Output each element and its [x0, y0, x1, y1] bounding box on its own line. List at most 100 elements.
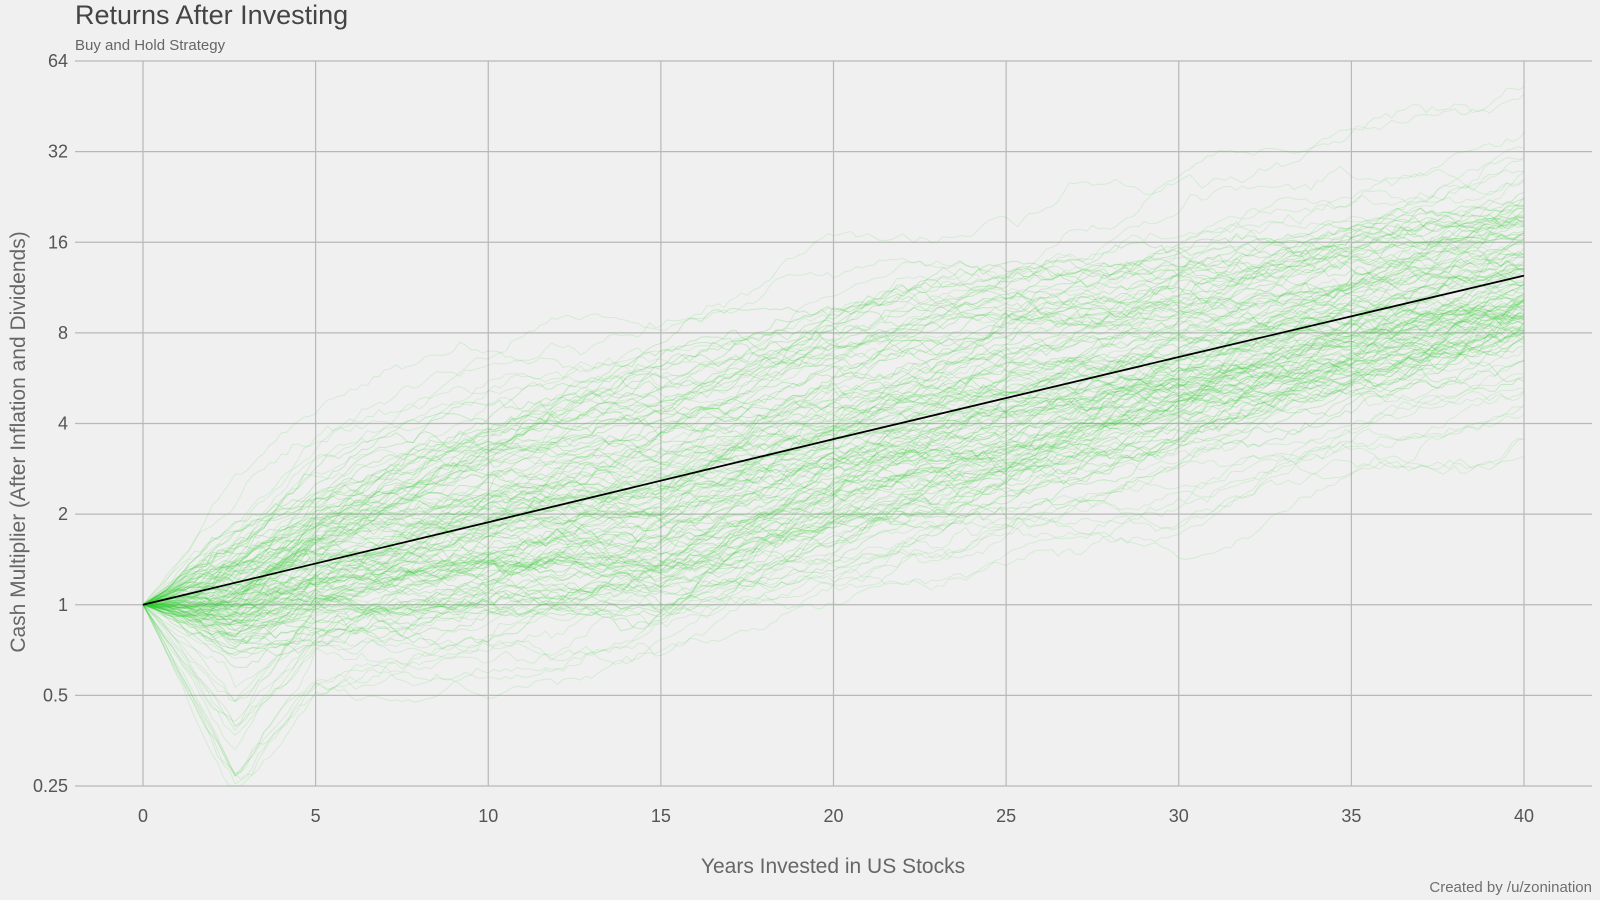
series-path [142, 315, 1525, 649]
series-path [142, 237, 1525, 615]
series-path [142, 267, 1525, 611]
series-path [142, 359, 1525, 632]
series-path [142, 295, 1525, 616]
series-path [142, 283, 1525, 610]
x-axis-ticks: 0 5 10 15 20 25 30 35 40 [138, 806, 1534, 826]
series-path [142, 280, 1525, 631]
series-path [142, 249, 1525, 606]
series-path [142, 236, 1525, 606]
series-path [142, 207, 1525, 613]
series-path [142, 299, 1525, 703]
series-path [142, 360, 1525, 727]
series-paths [142, 86, 1525, 787]
series-path [142, 309, 1525, 627]
series-path [143, 335, 1525, 641]
series-path [142, 332, 1525, 637]
series-path [142, 191, 1525, 606]
series-path [142, 268, 1525, 607]
series-path [142, 318, 1525, 633]
series-path [142, 289, 1525, 610]
series-path [142, 198, 1525, 606]
series-path [142, 197, 1525, 606]
x-tick-label: 20 [823, 806, 843, 826]
series-path [142, 238, 1525, 606]
trend-line-path [142, 274, 1525, 606]
series-path [142, 301, 1525, 608]
series-path [142, 247, 1525, 606]
y-tick-label: 0.5 [43, 685, 68, 705]
y-axis-label: Cash Multiplier (After Inflation and Div… [7, 231, 30, 652]
series-path [142, 326, 1525, 688]
x-tick-label: 10 [478, 806, 498, 826]
series-path [142, 156, 1525, 606]
y-tick-label: 16 [48, 232, 68, 252]
series-path [142, 314, 1525, 606]
series-path [142, 209, 1525, 606]
series-path [142, 292, 1525, 607]
x-tick-label: 30 [1169, 806, 1189, 826]
series-path [142, 233, 1525, 606]
series-path [142, 268, 1525, 609]
series-path [142, 264, 1525, 618]
series-path [142, 387, 1525, 751]
series-path [142, 318, 1525, 622]
series-path [142, 310, 1525, 612]
series-path [142, 232, 1525, 606]
series-path [142, 299, 1525, 606]
series-path [142, 277, 1525, 606]
series-path [142, 403, 1525, 787]
series-path [142, 324, 1525, 618]
chart-subtitle: Buy and Hold Strategy [75, 37, 226, 54]
series-path [142, 215, 1525, 606]
series-path [142, 274, 1525, 648]
series-path [142, 347, 1525, 702]
series-path [142, 300, 1525, 619]
series-path [142, 314, 1525, 627]
y-tick-label: 64 [48, 51, 68, 71]
x-axis-label: Years Invested in US Stocks [701, 855, 965, 878]
series-path [142, 255, 1525, 606]
series-path [142, 132, 1525, 606]
y-tick-label: 4 [58, 414, 68, 434]
y-tick-label: 2 [58, 504, 68, 524]
series-path [142, 333, 1525, 655]
series-path [142, 278, 1525, 637]
series-path [142, 312, 1525, 625]
series-path [142, 254, 1525, 606]
series-path [142, 437, 1525, 785]
series-path [142, 309, 1525, 611]
series-path [142, 314, 1525, 732]
series-path [142, 295, 1525, 647]
series-path [142, 303, 1525, 608]
series-path [142, 282, 1525, 614]
y-tick-label: 0.25 [33, 776, 68, 796]
chart-title: Returns After Investing [75, 0, 349, 30]
chart-caption: Created by /u/zonination [1429, 879, 1592, 896]
series-path [142, 230, 1525, 606]
series-path [142, 211, 1525, 606]
series-path [142, 292, 1525, 606]
x-tick-label: 0 [138, 806, 148, 826]
series-path [142, 168, 1525, 606]
series-path [142, 352, 1525, 668]
series-path [142, 316, 1525, 625]
series-path [142, 295, 1525, 617]
series-path [142, 157, 1525, 606]
series-path [142, 210, 1525, 613]
series-path [142, 204, 1525, 606]
series-path [142, 300, 1525, 627]
x-tick-label: 15 [651, 806, 671, 826]
series-path [142, 223, 1525, 606]
series-path [142, 207, 1525, 606]
series-path [142, 271, 1525, 606]
series-path [142, 390, 1525, 777]
series-path [142, 321, 1525, 660]
series-path [142, 178, 1525, 606]
series-path [142, 391, 1525, 728]
series-path [142, 320, 1525, 619]
series-path [142, 325, 1525, 623]
series-path [142, 323, 1525, 645]
series-path [142, 86, 1525, 606]
y-tick-label: 1 [58, 595, 68, 615]
series-path [142, 373, 1525, 736]
